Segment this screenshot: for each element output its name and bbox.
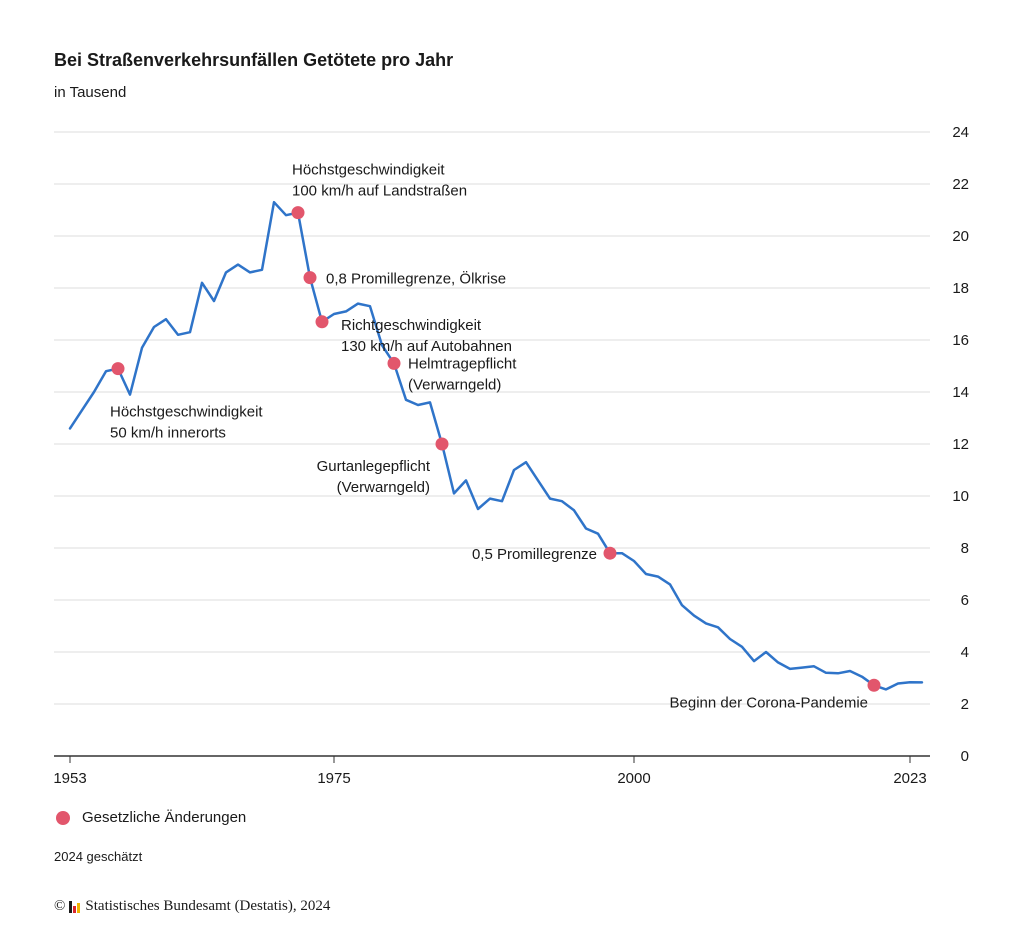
chart-title: Bei Straßenverkehrsunfällen Getötete pro… [54,50,454,70]
annotation-label: (Verwarngeld) [408,376,501,393]
legal-change-marker [111,362,125,376]
y-tick-label: 20 [952,228,969,245]
legal-change-marker [291,206,305,220]
y-tick-label: 6 [961,592,969,609]
legal-change-marker [315,315,329,329]
x-tick-label: 1953 [53,770,86,787]
legend: Gesetzliche Änderungen [56,809,246,826]
annotation-label: Richtgeschwindigkeit [341,317,482,334]
y-tick-label: 14 [952,384,969,401]
x-tick-label: 2000 [617,770,650,787]
y-tick-label: 8 [961,540,969,557]
copyright-symbol: © [54,898,66,914]
series-line [68,200,924,691]
annotation-label: 0,8 Promillegrenze, Ölkrise [326,270,506,288]
legal-change-marker [303,271,317,285]
y-tick-label: 24 [952,124,969,141]
y-tick-label: 2 [961,696,969,713]
annotation-label: Höchstgeschwindigkeit [110,404,263,421]
annotation-label: (Verwarngeld) [337,479,430,496]
y-tick-label: 4 [961,644,969,661]
destatis-logo-icon [69,900,81,913]
estimate-note: 2024 geschätzt [54,849,143,864]
annotation-label: 0,5 Promillegrenze [472,546,597,563]
legend-marker-icon [56,810,70,825]
y-tick-label: 16 [952,332,969,349]
y-tick-label: 0 [961,748,969,765]
legal-change-marker [603,546,617,560]
legend-label: Gesetzliche Änderungen [82,809,247,826]
source-credit: © Statistisches Bundesamt (Destatis), 20… [54,898,330,915]
legal-change-marker [387,356,401,370]
annotation-label: Gurtanlegepflicht [317,458,431,475]
y-tick-label: 12 [952,436,969,453]
source-label: Statistisches Bundesamt (Destatis), 2024 [85,898,331,914]
annotation-label: 130 km/h auf Autobahnen [341,338,512,355]
legal-change-marker [867,678,881,692]
x-tick-label: 1975 [317,770,350,787]
annotation-label: Beginn der Corona-Pandemie [670,694,868,711]
annotation-label: Höchstgeschwindigkeit [292,162,445,179]
y-tick-label: 22 [952,176,969,193]
y-tick-label: 18 [952,280,969,297]
y-tick-label: 10 [952,488,969,505]
annotation-label: 100 km/h auf Landstraßen [292,183,467,200]
annotation-label: 50 km/h innerorts [110,425,226,442]
x-tick-label: 2023 [893,770,926,787]
legal-change-marker [435,437,449,451]
annotation-label: Helmtragepflicht [408,355,517,372]
chart-subtitle: in Tausend [54,84,127,101]
